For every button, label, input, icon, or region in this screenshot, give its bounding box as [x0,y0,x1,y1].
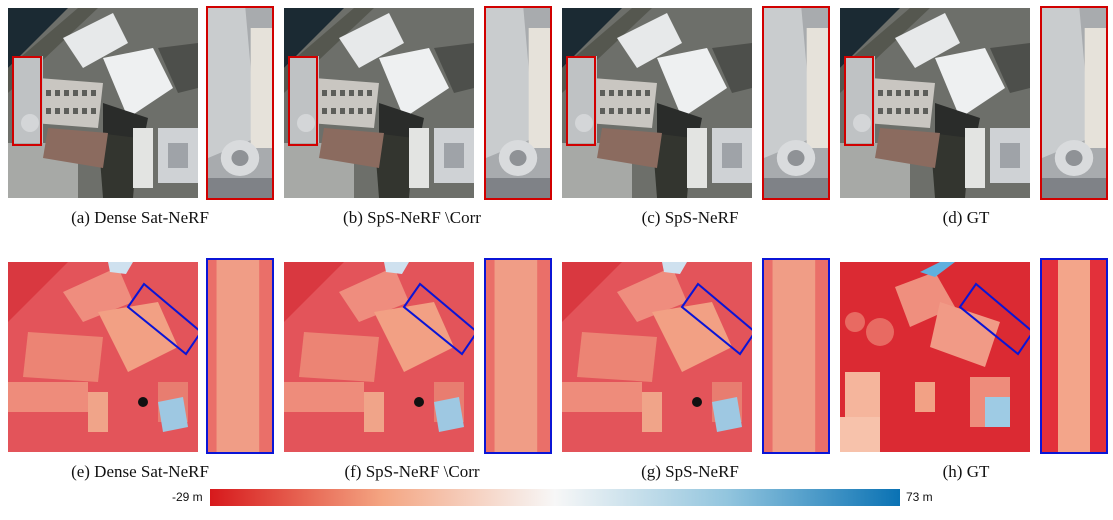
dsm-zoom-f [484,258,552,454]
dsm-image-g [562,262,752,452]
rgb-image-b [284,8,474,198]
blue-highlight-box [680,282,752,356]
colorbar-max-label: 73 m [906,490,933,504]
colorbar-min-label: -29 m [172,490,203,504]
rgb-image-d [840,8,1030,198]
blue-highlight-box [958,282,1030,356]
rgb-zoom-b [484,6,552,200]
caption-h: (h) GT [942,462,990,481]
dsm-zoom-h [1040,258,1108,454]
caption-f: (f) SpS-NeRF \Corr [344,462,480,481]
caption-e: (e) Dense Sat-NeRF [71,462,209,481]
dsm-image-h [840,262,1030,452]
red-highlight-box [288,56,318,146]
caption-b: (b) SpS-NeRF \Corr [343,208,481,227]
caption-c: (c) SpS-NeRF [641,208,739,227]
caption-a: (a) Dense Sat-NeRF [71,208,209,227]
blue-highlight-box [126,282,198,356]
dsm-zoom-g [762,258,830,454]
rgb-zoom-a [206,6,274,200]
blue-highlight-box [402,282,474,356]
colorbar [210,489,900,506]
dsm-image-f [284,262,474,452]
red-highlight-box [12,56,42,146]
caption-g: (g) SpS-NeRF [641,462,739,481]
dsm-zoom-e [206,258,274,454]
rgb-zoom-d [1040,6,1108,200]
rgb-image-c [562,8,752,198]
red-highlight-box [844,56,874,146]
red-highlight-box [566,56,596,146]
rgb-zoom-c [762,6,830,200]
dsm-image-e [8,262,198,452]
rgb-image-a [8,8,198,198]
caption-d: (d) GT [942,208,990,227]
